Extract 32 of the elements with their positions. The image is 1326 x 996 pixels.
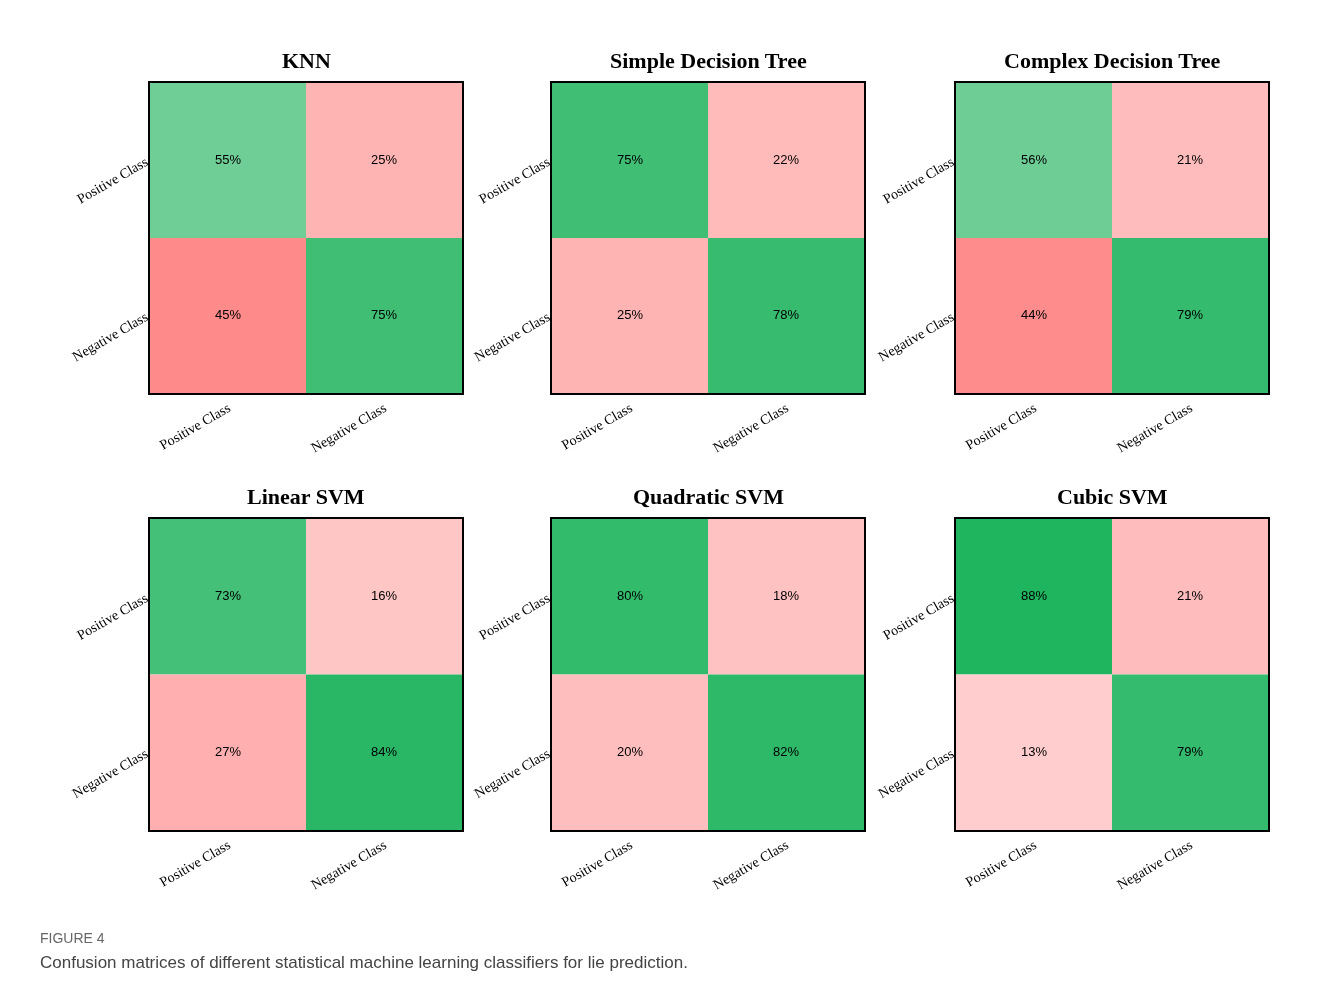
data-label: 88% [1020,588,1048,603]
data-label: 55% [214,151,242,167]
data-label: 79% [1176,743,1204,759]
chart-title: Simple Decision Tree [610,48,807,73]
data-label: 75% [370,306,398,322]
data-label: 21% [1176,588,1204,603]
data-label: 18% [772,588,800,603]
data-label: 44% [1020,306,1048,322]
data-label: 80% [616,588,644,603]
data-label: 22% [772,151,800,167]
data-label: 75% [616,151,644,167]
data-label: 13% [1020,743,1048,759]
chart-title: Quadratic SVM [633,484,785,509]
chart-title: Complex Decision Tree [1004,48,1221,73]
data-label: 82% [772,743,800,759]
chart-title: Linear SVM [247,484,365,509]
text: Confusion matrices of different statistical machine learning classifiers for lie prediction. [40,953,688,972]
data-label: 73% [214,588,242,603]
data-label: 25% [616,306,644,322]
data-label: 20% [616,743,644,759]
caption: FIGURE 4 [40,930,105,946]
data-label: 78% [772,306,800,322]
data-label: 21% [1176,151,1204,167]
data-label: 79% [1176,306,1204,322]
chart-title: KNN [282,48,331,73]
chart-title: Cubic SVM [1057,484,1168,509]
data-label: 25% [370,151,398,167]
data-label: 56% [1020,151,1048,167]
data-label: 16% [370,588,398,603]
data-label: 84% [370,743,398,759]
data-label: 27% [214,743,242,759]
data-label: 45% [214,306,242,322]
